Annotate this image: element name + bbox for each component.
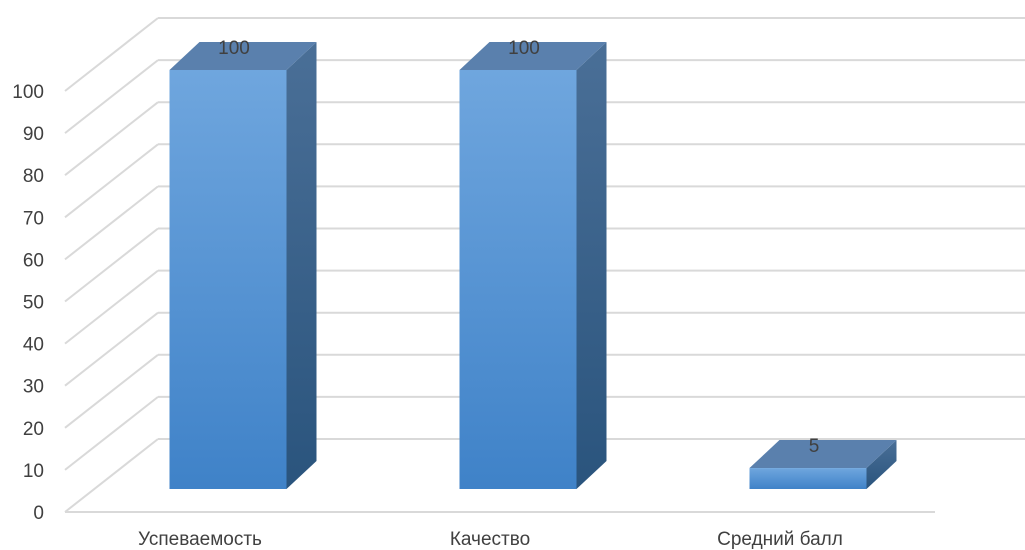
bar-front [459, 70, 577, 489]
y-tick-label: 70 [23, 208, 44, 229]
bar-front [749, 468, 867, 489]
data-label: 100 [508, 38, 540, 59]
y-tick-label: 60 [23, 250, 44, 271]
data-label: 100 [218, 38, 250, 59]
y-tick-label: 90 [23, 124, 44, 145]
y-tick-label: 0 [33, 503, 44, 524]
gridline-depth [64, 354, 159, 429]
y-tick-label: 50 [23, 293, 44, 314]
bar-top [459, 42, 607, 70]
bars [169, 42, 897, 489]
bar-side [866, 440, 897, 489]
data-labels: 100 100 5 [218, 38, 819, 457]
y-tick-label: 20 [23, 419, 44, 440]
gridline-depth [64, 438, 159, 513]
gridline-depth [64, 227, 159, 303]
x-axis-labels: Успеваемость Качество Средний балл [138, 529, 843, 550]
y-tick-label: 100 [12, 82, 44, 103]
bar-top [749, 440, 897, 469]
y-tick-label: 30 [23, 377, 44, 398]
bar-side [576, 42, 607, 489]
bar-top [169, 42, 317, 70]
category-label: Качество [450, 529, 530, 550]
gridline-depth [64, 143, 159, 219]
y-axis-ticks: 0 10 20 30 40 50 60 70 80 90 100 [12, 82, 44, 524]
gridline-depth [64, 269, 159, 345]
gridline-depth [64, 17, 159, 92]
gridline-depth [64, 396, 159, 471]
y-tick-label: 80 [23, 166, 44, 187]
gridline-depth [64, 59, 159, 134]
bar [169, 42, 317, 489]
y-tick-label: 10 [23, 461, 44, 482]
category-label: Успеваемость [138, 529, 262, 550]
bar [749, 440, 897, 489]
category-label: Средний балл [717, 529, 843, 550]
bar-front [169, 70, 287, 489]
bar [459, 42, 607, 489]
gridline-depth [64, 185, 159, 261]
gridline-depth [64, 311, 159, 387]
gridline-depth [64, 101, 159, 176]
bar-side [286, 42, 317, 489]
y-tick-label: 40 [23, 335, 44, 356]
data-label: 5 [809, 436, 820, 457]
